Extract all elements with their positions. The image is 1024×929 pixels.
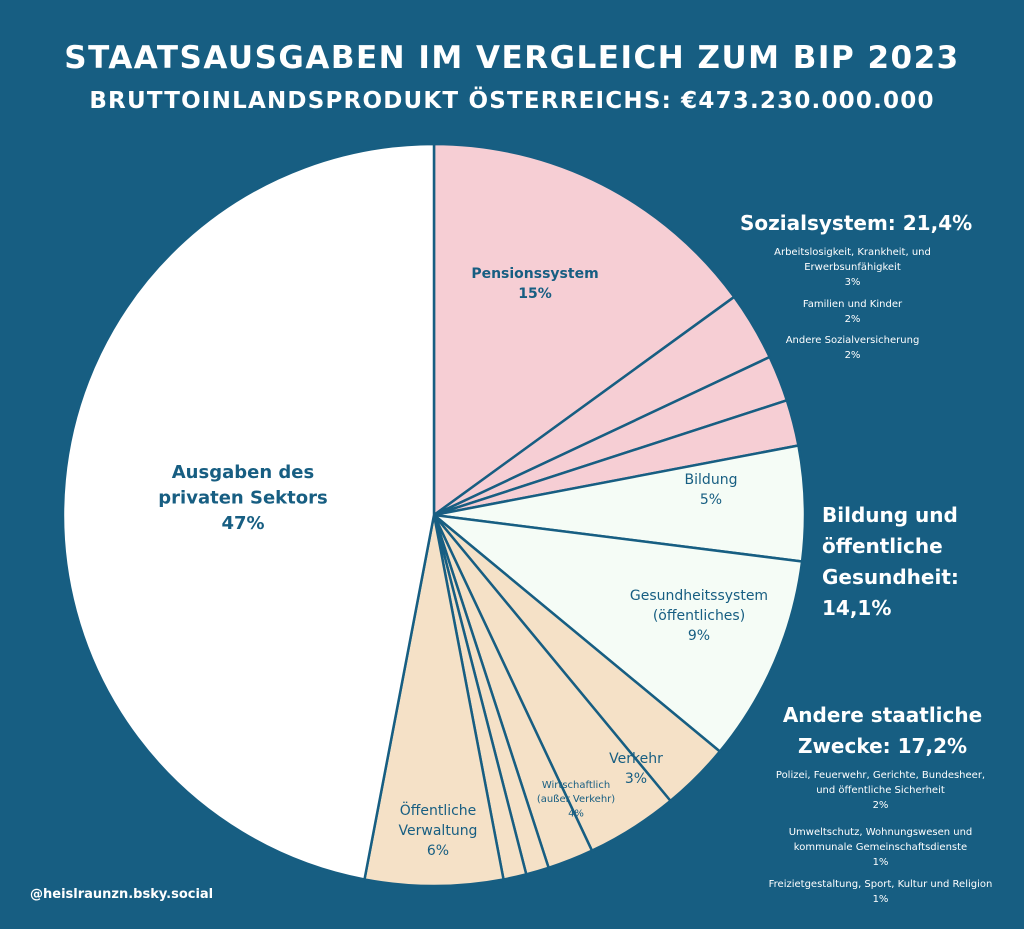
other-note-1: Polizei, Feuerwehr, Gerichte, Bundesheer… xyxy=(768,768,993,813)
credit-handle: @heislraunzn.bsky.social xyxy=(30,887,214,902)
other-note-3-label: Freizietgestaltung, Sport, Kultur und Re… xyxy=(768,879,993,890)
other-note-3-value: 1% xyxy=(872,894,889,905)
social-note-2: Familien und Kinder 2% xyxy=(760,297,945,327)
slice-label-11: Öffentliche Verwaltung 6% xyxy=(399,801,478,859)
slice-label-5: Gesundheitssystem (öffentliches) 9% xyxy=(630,588,768,644)
social-note-1-value: 3% xyxy=(844,277,861,288)
other-note-3: Freizietgestaltung, Sport, Kultur und Re… xyxy=(758,877,1003,907)
social-note-3: Andere Sozialversicherung 2% xyxy=(760,333,945,363)
other-group-title: Andere staatliche Zwecke: 17,2% xyxy=(782,703,983,758)
other-note-2-value: 1% xyxy=(872,857,889,868)
chart-title: STAATSAUSGABEN IM VERGLEICH ZUM BIP 2023 xyxy=(64,40,960,76)
social-note-2-label: Familien und Kinder xyxy=(802,299,903,310)
chart-subtitle: BRUTTOINLANDSPRODUKT ÖSTERREICHS: €473.2… xyxy=(89,88,935,114)
health-group-title: Bildung und öffentliche Gesundheit: 14,1… xyxy=(822,503,959,620)
pie-slice-12 xyxy=(61,142,436,881)
social-note-1-label: Arbeitslosigkeit, Krankheit, und Erwerbs… xyxy=(774,247,931,273)
social-group-title: Sozialsystem: 21,4% xyxy=(740,211,973,235)
other-note-2: Umweltschutz, Wohnungswesen und kommunal… xyxy=(768,825,993,870)
pie-slice-11 xyxy=(363,513,505,888)
slice-label-4: Bildung 5% xyxy=(685,472,738,508)
other-note-1-value: 2% xyxy=(872,800,889,811)
other-note-1-label: Polizei, Feuerwehr, Gerichte, Bundesheer… xyxy=(775,770,986,796)
pie-slice-0 xyxy=(432,142,736,517)
social-note-3-label: Andere Sozialversicherung xyxy=(785,335,920,346)
social-note-3-value: 2% xyxy=(844,350,861,361)
social-note-1: Arbeitslosigkeit, Krankheit, und Erwerbs… xyxy=(760,245,945,290)
slice-label-7: Wirtschaftlich (außer Verkehr) 4% xyxy=(537,780,615,819)
other-note-2-label: Umweltschutz, Wohnungswesen und kommunal… xyxy=(788,827,973,853)
social-note-2-value: 2% xyxy=(844,314,861,325)
pie-slice-5 xyxy=(432,513,804,753)
slice-label-0: Pensionssystem 15% xyxy=(471,266,598,302)
slice-label-6: Verkehr 3% xyxy=(609,751,663,787)
slice-label-12: Ausgaben des privaten Sektors 47% xyxy=(158,462,327,534)
